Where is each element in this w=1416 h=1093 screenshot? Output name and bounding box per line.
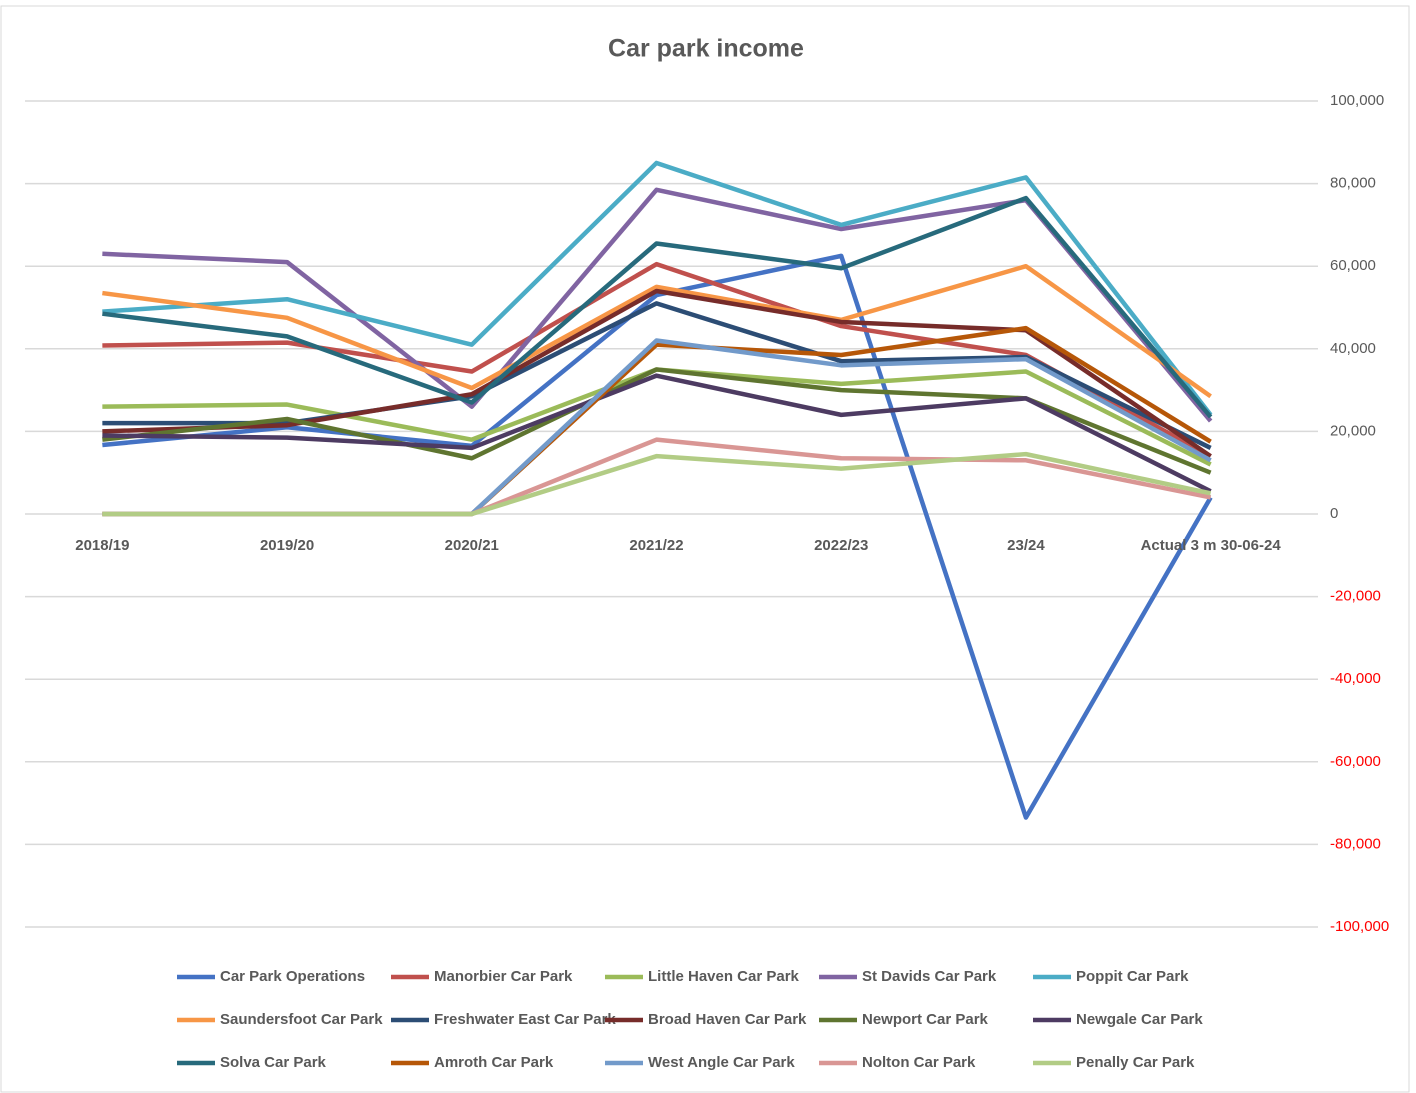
legend-label: Saundersfoot Car Park (220, 1011, 383, 1028)
series-line (102, 195, 1213, 419)
legend-label: Poppit Car Park (1076, 968, 1189, 985)
y-tick-label: 0 (1330, 505, 1338, 522)
legend-label: Solva Car Park (220, 1054, 327, 1071)
legend-label: Freshwater East Car Park (434, 1011, 616, 1028)
chart-border (0, 5, 1410, 1093)
x-tick-label: 23/24 (1007, 537, 1045, 554)
y-tick-label: 80,000 (1330, 175, 1376, 192)
x-tick-label: 2019/20 (260, 537, 314, 554)
legend-label: West Angle Car Park (648, 1054, 795, 1071)
legend-label: Penally Car Park (1076, 1054, 1195, 1071)
y-tick-label: -40,000 (1330, 670, 1381, 687)
labels: -100,000 -80,000 -60,000 -40,000 -20,000 0 20,… (75, 92, 1389, 935)
x-tick-label: 2022/23 (814, 537, 868, 554)
series-line (102, 263, 1212, 399)
x-tick-label: Actual 3 m 30-06-24 (1141, 537, 1282, 554)
x-tick-label: 2018/19 (75, 537, 129, 554)
chart-title: Car park income (608, 35, 804, 63)
series-line (102, 451, 1212, 517)
series-line (102, 160, 1213, 417)
legend-label: Newport Car Park (862, 1011, 989, 1028)
y-tick-label: -100,000 (1330, 918, 1389, 935)
legend-label: Amroth Car Park (434, 1054, 554, 1071)
y-tick-label: 20,000 (1330, 422, 1376, 439)
legend-label: Newgale Car Park (1076, 1011, 1203, 1028)
legend-label: Broad Haven Car Park (648, 1011, 807, 1028)
series-line (102, 373, 1212, 494)
y-tick-label: 40,000 (1330, 340, 1376, 357)
legend-label: Little Haven Car Park (648, 968, 800, 985)
y-tick-label: 100,000 (1330, 92, 1384, 109)
legend-label: Manorbier Car Park (434, 968, 573, 985)
y-tick-label: 60,000 (1330, 257, 1376, 274)
y-tick-label: -60,000 (1330, 753, 1381, 770)
legend-label: St Davids Car Park (862, 968, 997, 985)
plot-lines (102, 160, 1213, 820)
legend-label: Nolton Car Park (862, 1054, 976, 1071)
legend-label: Car Park Operations (220, 968, 365, 985)
y-tick-label: -20,000 (1330, 588, 1381, 605)
x-tick-label: 2020/21 (445, 537, 499, 554)
legend: Car Park Operations Manorbier Car Park Lit… (177, 968, 1203, 1071)
y-tick-label: -80,000 (1330, 835, 1381, 852)
x-tick-label: 2021/22 (629, 537, 683, 554)
